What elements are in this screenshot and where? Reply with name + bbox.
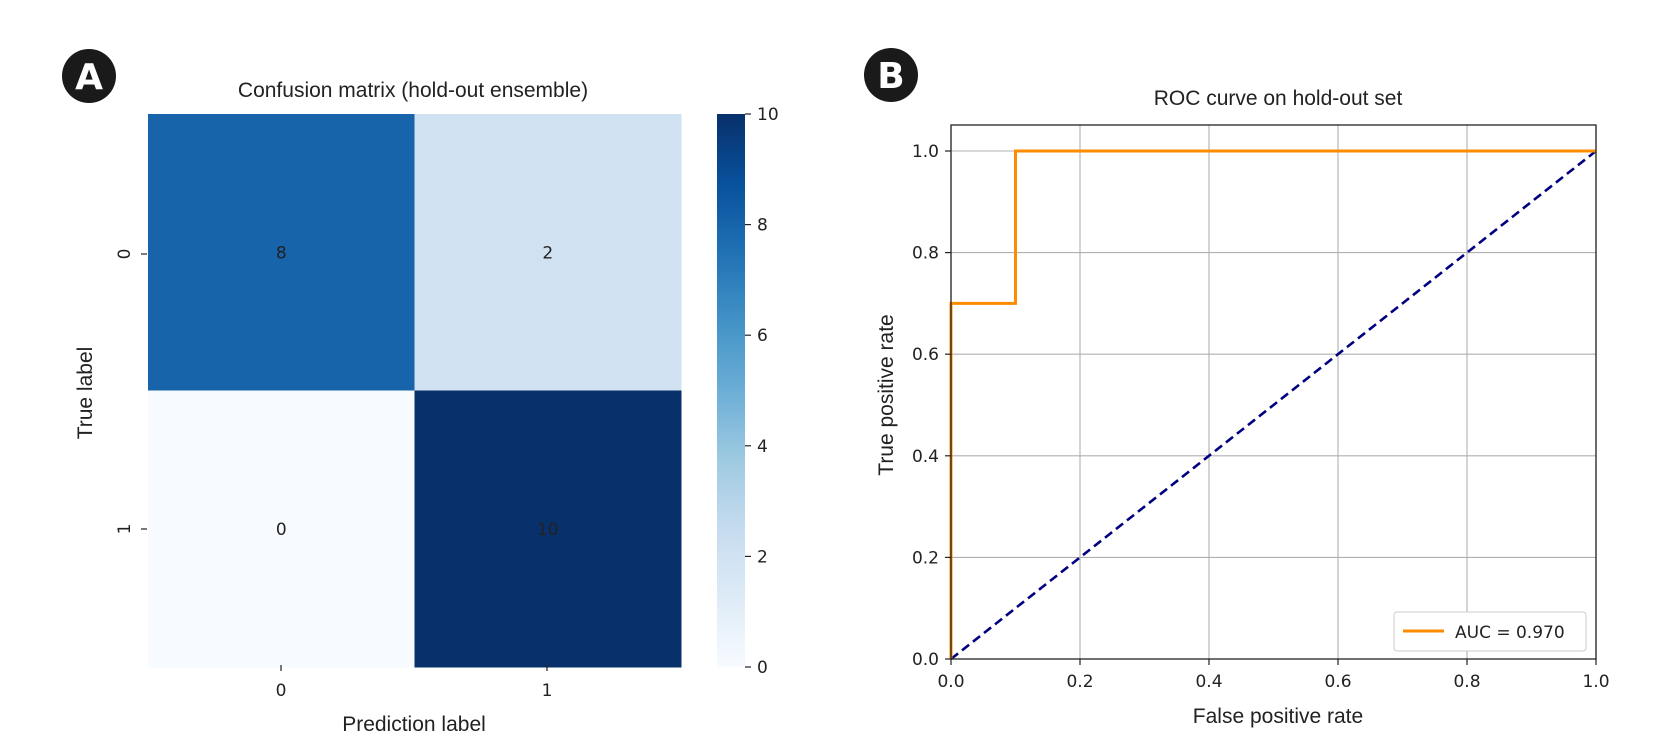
roc-ytick-label: 1.0 bbox=[912, 142, 939, 162]
panel-b-letter: B bbox=[877, 56, 904, 97]
roc-title: ROC curve on hold-out set bbox=[1154, 87, 1403, 110]
roc-ytick-label: 0.0 bbox=[912, 650, 939, 670]
roc-xtick-label: 0.6 bbox=[1324, 672, 1351, 692]
panel-b-badge bbox=[864, 48, 918, 102]
roc-xtick-label: 1.0 bbox=[1582, 672, 1609, 692]
cm-cell-label: 2 bbox=[542, 243, 553, 263]
cm-xlabel: Prediction label bbox=[342, 713, 486, 736]
panel-b: B ROC curve on hold-out set 0.0 0.2 0.4 0.6… bbox=[864, 48, 1610, 728]
roc-ylabel: True positive rate bbox=[875, 314, 898, 475]
cm-ylabel: True label bbox=[74, 347, 97, 440]
roc-legend: AUC = 0.970 bbox=[1393, 611, 1587, 652]
cm-cell-labels: 8 2 0 10 bbox=[276, 243, 559, 540]
cm-cell bbox=[414, 114, 682, 391]
roc-xlabel: False positive rate bbox=[1193, 705, 1363, 728]
cm-xtick-label: 0 bbox=[276, 681, 287, 701]
panel-a-badge bbox=[62, 49, 116, 103]
roc-ytick-label: 0.6 bbox=[912, 345, 939, 365]
panel-a-letter: A bbox=[75, 57, 103, 98]
panel-a: A Confusion matrix (hold-out ensemble) 8… bbox=[62, 49, 779, 736]
cm-y-ticks: 0 1 bbox=[115, 249, 147, 535]
roc-ytick-label: 0.2 bbox=[912, 548, 939, 568]
cm-cell-label: 0 bbox=[276, 520, 287, 540]
colorbar-tick-label: 4 bbox=[757, 437, 768, 457]
cm-cell-label: 10 bbox=[537, 520, 559, 540]
colorbar-ticks: 0 2 4 6 8 10 bbox=[745, 105, 779, 678]
cm-cells bbox=[148, 114, 682, 668]
roc-xtick-label: 0.4 bbox=[1195, 672, 1222, 692]
roc-plot-frame bbox=[950, 124, 1597, 660]
roc-ytick-label: 0.8 bbox=[912, 244, 939, 264]
cm-ytick-label: 0 bbox=[115, 249, 135, 260]
roc-xtick-label: 0.8 bbox=[1453, 672, 1480, 692]
colorbar-tick-label: 8 bbox=[757, 216, 768, 236]
colorbar-tick-label: 0 bbox=[757, 658, 768, 678]
roc-lines bbox=[949, 149, 1597, 661]
roc-y-ticks: 0.0 0.2 0.4 0.6 0.8 1.0 bbox=[912, 142, 951, 670]
cm-cell bbox=[148, 114, 415, 391]
colorbar bbox=[717, 114, 745, 667]
colorbar-tick-label: 6 bbox=[757, 326, 768, 346]
roc-grid bbox=[950, 125, 1597, 660]
roc-chance-line bbox=[950, 149, 1597, 661]
cm-x-ticks: 0 1 bbox=[276, 665, 553, 701]
roc-x-ticks: 0.0 0.2 0.4 0.6 0.8 1.0 bbox=[937, 659, 1610, 692]
cm-title: Confusion matrix (hold-out ensemble) bbox=[238, 79, 588, 102]
legend-label: AUC = 0.970 bbox=[1455, 623, 1565, 643]
cm-ytick-label: 1 bbox=[115, 524, 135, 535]
legend-box bbox=[1393, 611, 1587, 652]
roc-ytick-label: 0.4 bbox=[912, 447, 939, 467]
cm-cell bbox=[414, 390, 682, 668]
cm-cell bbox=[148, 390, 415, 668]
roc-xtick-label: 0.2 bbox=[1066, 672, 1093, 692]
colorbar-tick-label: 2 bbox=[757, 547, 768, 567]
cm-xtick-label: 1 bbox=[542, 681, 553, 701]
cm-cell-label: 8 bbox=[276, 243, 287, 263]
roc-xtick-label: 0.0 bbox=[937, 672, 964, 692]
colorbar-tick-label: 10 bbox=[757, 105, 779, 125]
